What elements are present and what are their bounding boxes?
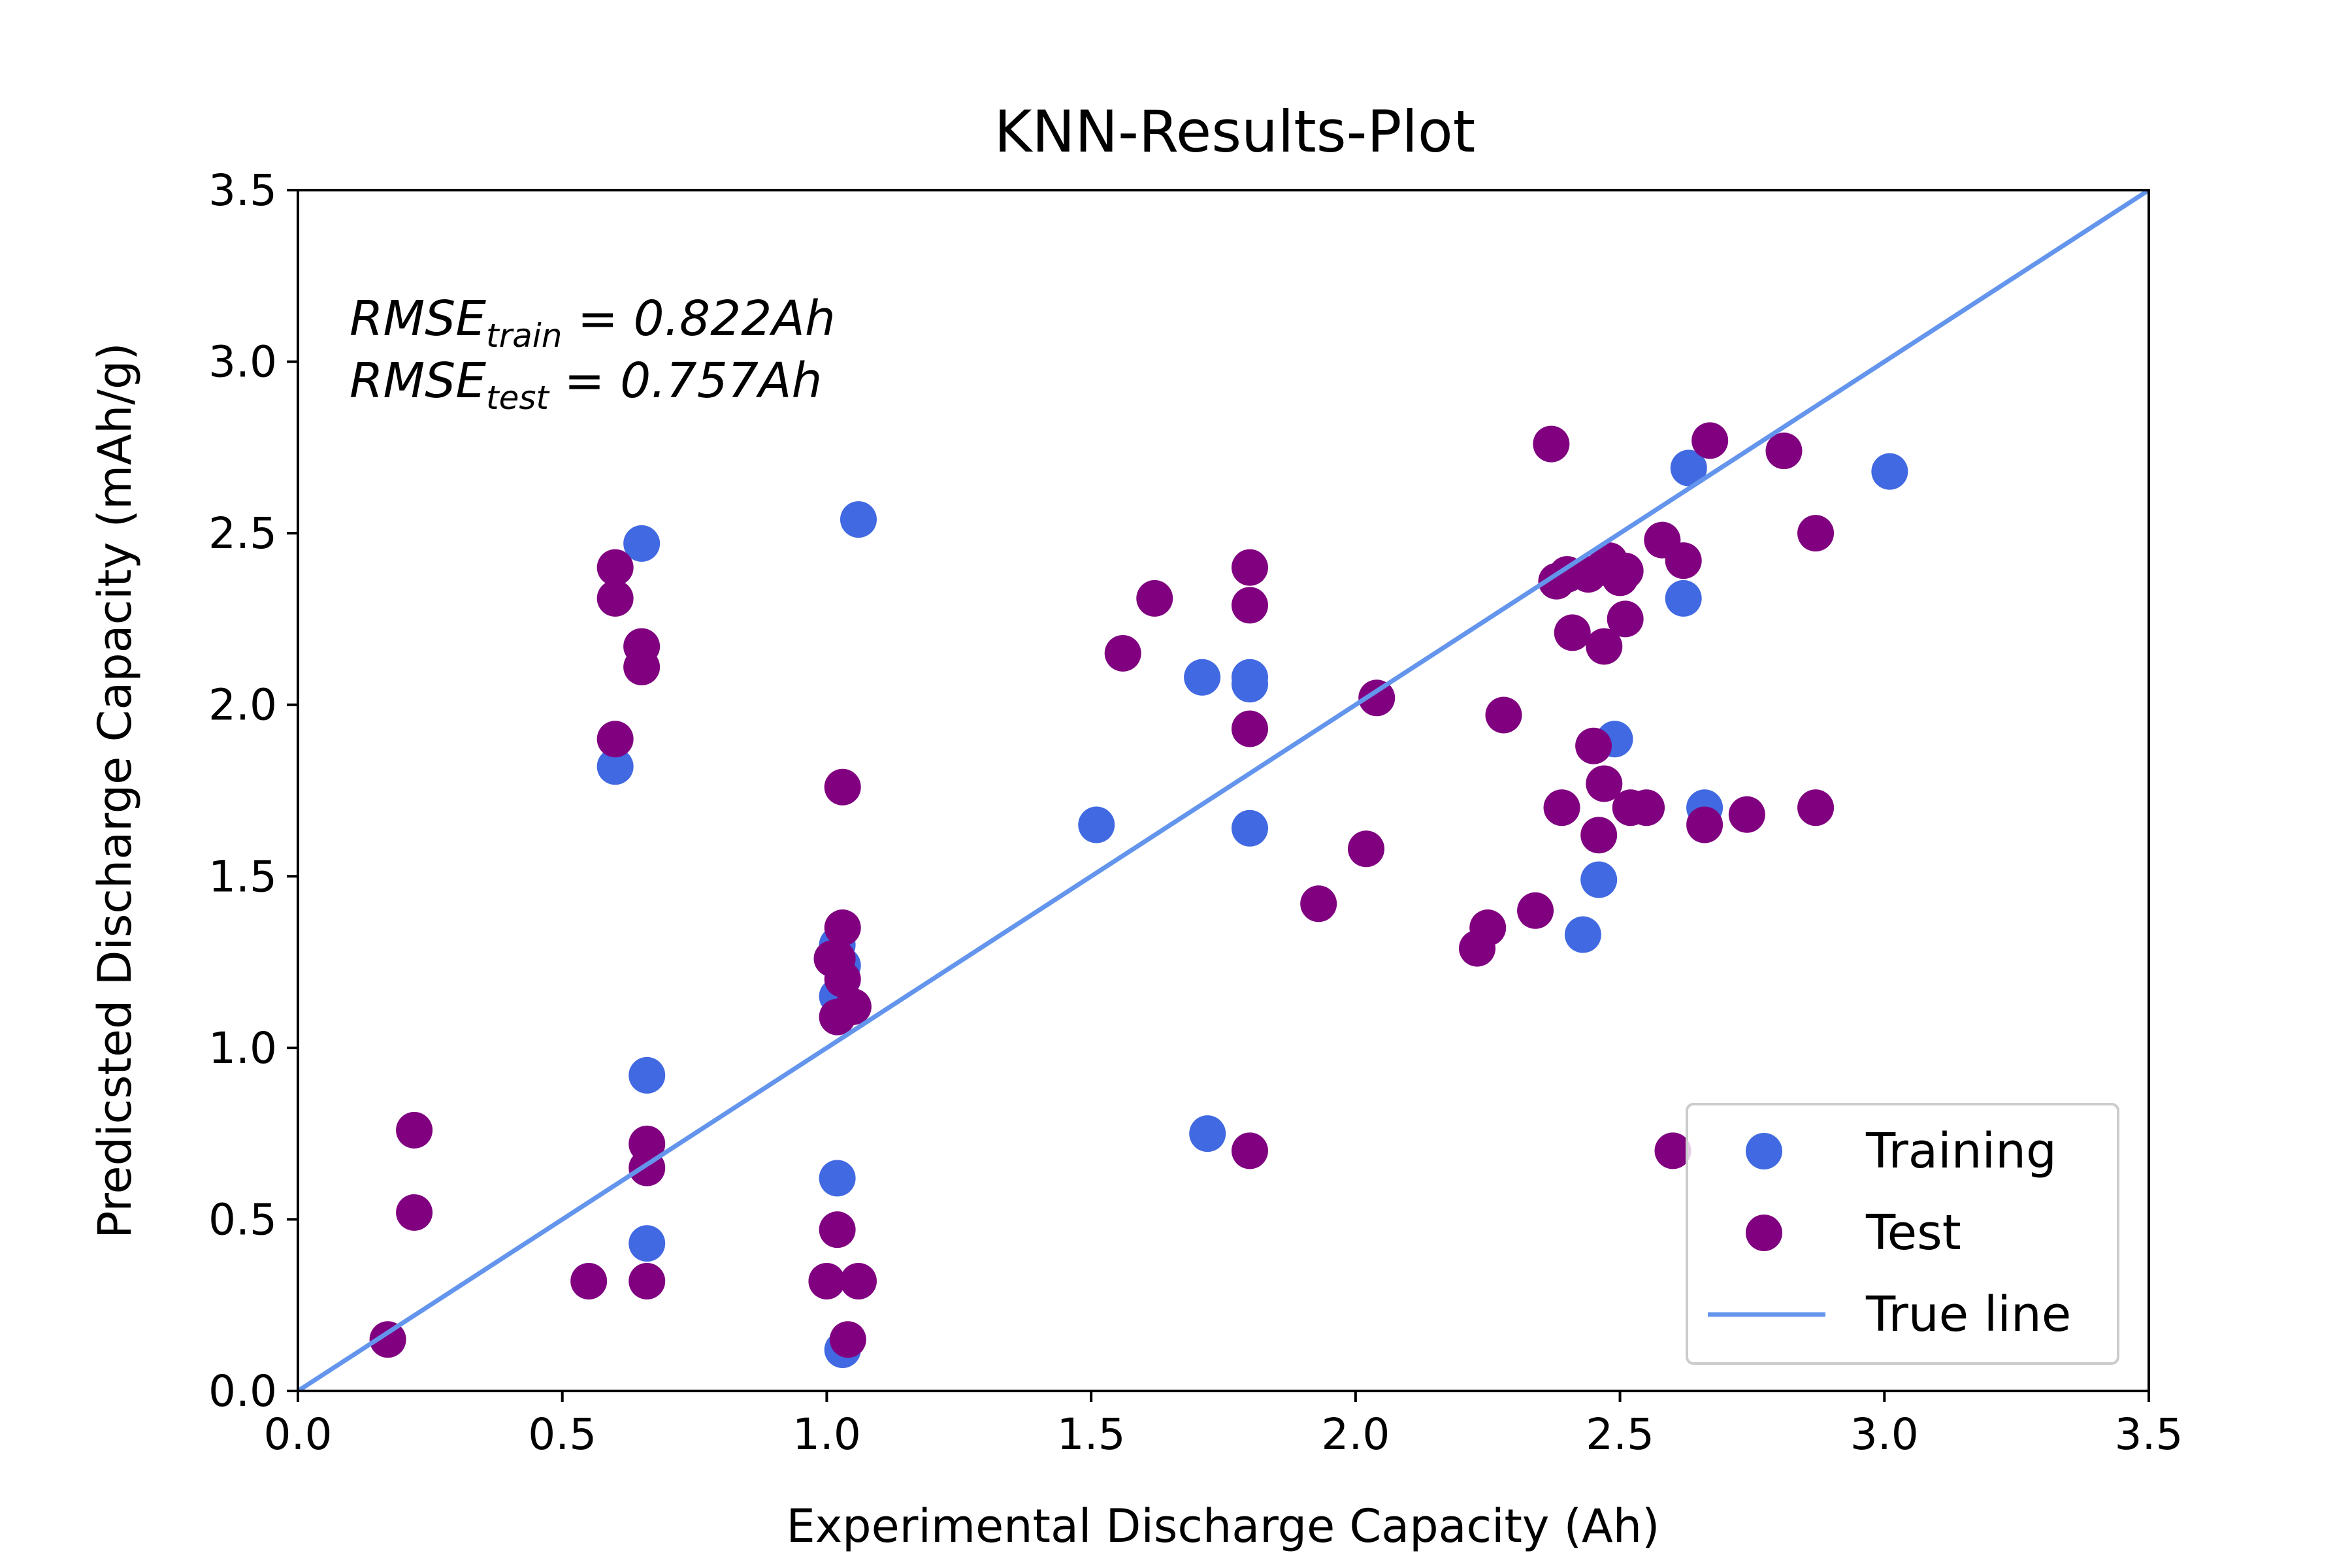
true-line bbox=[298, 190, 2149, 1391]
legend-label-test: Test bbox=[1865, 1205, 1961, 1261]
test-point bbox=[1554, 614, 1591, 651]
test-point bbox=[1665, 542, 1702, 580]
x-tick-label: 0.0 bbox=[264, 1409, 333, 1460]
test-point bbox=[1580, 817, 1618, 854]
x-tick-label: 2.5 bbox=[1586, 1409, 1654, 1460]
training-point bbox=[1231, 666, 1268, 703]
test-point bbox=[1586, 628, 1623, 665]
training-point bbox=[1184, 659, 1221, 696]
test-point bbox=[1575, 727, 1612, 764]
test-point bbox=[1104, 634, 1141, 672]
training-point bbox=[819, 1160, 856, 1197]
legend-label-training: Training bbox=[1865, 1123, 2057, 1179]
training-point bbox=[623, 525, 661, 562]
legend-label-true-line: True line bbox=[1865, 1286, 2071, 1343]
x-tick-label: 1.5 bbox=[1057, 1409, 1126, 1460]
test-point bbox=[1533, 425, 1570, 463]
training-point bbox=[1665, 580, 1702, 617]
legend-marker-training bbox=[1746, 1133, 1782, 1169]
training-point bbox=[596, 748, 634, 785]
training-point bbox=[1580, 861, 1618, 898]
series-test bbox=[369, 422, 1835, 1358]
test-point bbox=[1797, 515, 1835, 552]
y-tick-label: 1.0 bbox=[208, 1023, 277, 1073]
y-tick-label: 2.0 bbox=[208, 680, 277, 730]
x-tick-label: 2.0 bbox=[1321, 1409, 1390, 1460]
chart-title: KNN-Results-Plot bbox=[994, 98, 1475, 165]
rmse-train-annotation: RMSEtrain = 0.822Ah bbox=[350, 291, 836, 355]
legend-frame bbox=[1686, 1103, 2119, 1365]
training-point bbox=[840, 501, 877, 538]
test-point bbox=[1686, 806, 1723, 843]
test-point bbox=[1231, 1132, 1268, 1169]
x-axis-label: Experimental Discharge Capacity (Ah) bbox=[787, 1499, 1660, 1553]
test-point bbox=[819, 1211, 856, 1249]
test-point bbox=[1728, 796, 1765, 833]
test-point bbox=[1300, 885, 1337, 923]
training-point bbox=[1871, 453, 1908, 490]
legend: Training Test True line bbox=[1686, 1103, 2119, 1365]
test-point bbox=[824, 768, 861, 806]
plot-marks bbox=[298, 190, 2149, 1391]
test-point bbox=[1765, 433, 1803, 470]
training-point bbox=[1189, 1115, 1226, 1152]
test-point bbox=[1485, 696, 1522, 734]
legend-marker-test bbox=[1746, 1215, 1782, 1251]
y-tick-label: 1.5 bbox=[208, 851, 277, 902]
test-point bbox=[369, 1321, 406, 1358]
test-point bbox=[1607, 552, 1644, 589]
plot-frame bbox=[297, 189, 2150, 1392]
x-tick-label: 3.0 bbox=[1850, 1409, 1919, 1460]
training-point bbox=[629, 1056, 666, 1094]
test-point bbox=[1543, 789, 1580, 826]
training-point bbox=[629, 1225, 666, 1262]
test-point bbox=[596, 549, 634, 586]
test-point bbox=[1517, 892, 1554, 929]
y-tick-label: 2.5 bbox=[208, 508, 277, 559]
x-tick-label: 3.5 bbox=[2115, 1409, 2183, 1460]
test-point bbox=[396, 1194, 433, 1231]
rmse-test-annotation: RMSEtest = 0.757Ah bbox=[350, 353, 822, 417]
test-point bbox=[840, 1262, 877, 1299]
test-point bbox=[629, 1262, 666, 1299]
y-tick-label: 0.5 bbox=[208, 1194, 277, 1245]
test-point bbox=[396, 1111, 433, 1149]
test-point bbox=[596, 580, 634, 617]
x-axis-ticks: 0.0 0.5 1.0 1.5 2.0 2.5 3.0 3.5 bbox=[264, 1391, 2183, 1460]
y-tick-label: 3.5 bbox=[208, 165, 277, 216]
training-point bbox=[1670, 449, 1707, 487]
training-point bbox=[1231, 809, 1268, 847]
y-axis-label: Predicsted Discharge Capacity (mAh/g) bbox=[88, 342, 142, 1238]
test-point bbox=[1231, 549, 1268, 586]
y-axis-ticks: 0.0 0.5 1.0 1.5 2.0 2.5 3.0 3.5 bbox=[208, 165, 298, 1416]
x-tick-label: 0.5 bbox=[528, 1409, 596, 1460]
test-point bbox=[623, 648, 661, 685]
test-point bbox=[1469, 909, 1507, 947]
test-point bbox=[824, 909, 861, 947]
test-point bbox=[1607, 600, 1644, 638]
test-point bbox=[596, 721, 634, 758]
test-point bbox=[1231, 710, 1268, 747]
test-point bbox=[1628, 789, 1665, 826]
training-point bbox=[1564, 916, 1601, 953]
test-point bbox=[819, 998, 856, 1036]
x-tick-label: 1.0 bbox=[792, 1409, 861, 1460]
test-point bbox=[824, 960, 861, 998]
test-point bbox=[1654, 1132, 1691, 1169]
test-point bbox=[570, 1262, 608, 1299]
test-point bbox=[1358, 679, 1396, 717]
training-point bbox=[1078, 806, 1115, 843]
test-point bbox=[829, 1321, 866, 1358]
test-point bbox=[1231, 587, 1268, 624]
test-point bbox=[808, 1262, 845, 1299]
y-tick-label: 0.0 bbox=[208, 1366, 277, 1416]
test-point bbox=[1797, 789, 1835, 826]
test-point bbox=[1691, 422, 1729, 459]
test-point bbox=[1348, 830, 1385, 868]
test-point bbox=[1136, 580, 1173, 617]
y-tick-label: 3.0 bbox=[208, 337, 277, 387]
test-point bbox=[1586, 765, 1623, 802]
